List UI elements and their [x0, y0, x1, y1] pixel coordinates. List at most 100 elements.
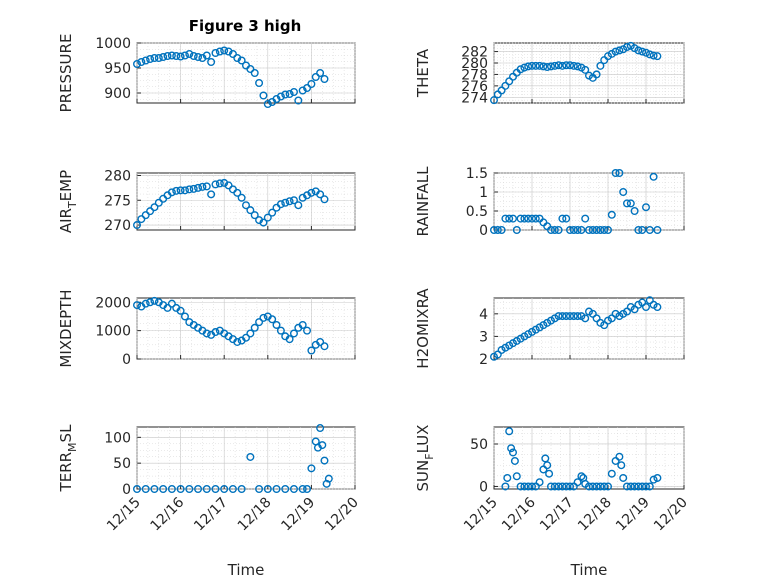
subplot-7: 0 50 100 12/15 12/16 12/17 12/18 12/19 12/20 Time… [57, 424, 362, 579]
data-point [176, 485, 185, 494]
data-point [215, 47, 224, 56]
data-point [569, 312, 578, 321]
data-point [263, 213, 272, 222]
data-point [137, 58, 146, 67]
data-point [259, 91, 268, 100]
y-tick-label: 900 [104, 86, 131, 102]
data-point [573, 312, 582, 321]
data-point [490, 225, 499, 234]
data-point [194, 183, 203, 192]
y-tick-label: 950 [104, 61, 131, 77]
data-point [289, 87, 298, 96]
data-point [263, 485, 272, 494]
data-point [167, 188, 176, 197]
data-point [588, 482, 597, 491]
data-point [263, 99, 272, 108]
data-point [154, 198, 163, 207]
data-point [623, 199, 632, 208]
x-tick-label: 12/16 [148, 494, 188, 534]
data-point [545, 469, 554, 478]
data-point [307, 464, 316, 473]
data-point [642, 303, 651, 312]
data-point [132, 221, 141, 230]
data-point [141, 56, 150, 65]
data-point [619, 473, 628, 482]
series-markers [501, 427, 662, 491]
y-tick-label: 4 [479, 307, 488, 323]
data-point [211, 485, 220, 494]
y-tick-label: 50 [113, 456, 131, 472]
data-point [653, 303, 662, 312]
data-point [550, 482, 559, 491]
data-point [569, 225, 578, 234]
data-point [268, 315, 277, 324]
data-point [307, 346, 316, 355]
data-point [194, 485, 203, 494]
y-tick-label: 2000 [95, 295, 131, 311]
data-point [497, 225, 506, 234]
data-point [638, 482, 647, 491]
y-tick-label: 3 [479, 329, 488, 345]
data-point [653, 225, 662, 234]
data-point [180, 51, 189, 60]
data-point [150, 54, 159, 63]
data-point [649, 475, 658, 484]
y-tick-label: 0 [122, 482, 131, 498]
data-point [202, 51, 211, 60]
data-point [630, 482, 639, 491]
data-point [259, 218, 268, 227]
data-point [137, 215, 146, 224]
data-point [562, 61, 571, 70]
data-point [320, 195, 329, 204]
data-point [607, 210, 616, 219]
data-point [573, 478, 582, 487]
y-tick-label: 1000 [95, 36, 131, 52]
y-axis-label: THETA [414, 48, 432, 98]
data-point [600, 482, 609, 491]
data-point [316, 68, 325, 77]
data-point [493, 225, 502, 234]
data-point [596, 61, 605, 70]
data-point [585, 225, 594, 234]
data-point [141, 299, 150, 308]
data-point [615, 46, 624, 55]
x-tick-label: 12/20 [322, 495, 362, 535]
data-point [543, 461, 552, 470]
data-point [520, 63, 529, 72]
series-markers [132, 178, 329, 230]
data-point [246, 206, 255, 215]
data-point [154, 54, 163, 63]
data-point [505, 214, 514, 223]
data-point [207, 190, 216, 199]
data-point [150, 203, 159, 212]
data-point [566, 312, 575, 321]
y-tick-label: 0 [122, 352, 131, 368]
data-point [180, 312, 189, 321]
data-point [520, 482, 529, 491]
data-point [316, 337, 325, 346]
data-point [141, 211, 150, 220]
subplot-5: 0 1000 2000 MIXDEPTH [57, 289, 356, 368]
data-point [569, 61, 578, 70]
data-point [250, 323, 259, 332]
data-point [642, 48, 651, 57]
data-point [501, 81, 510, 90]
data-point [592, 225, 601, 234]
data-point [285, 335, 294, 344]
data-point [146, 207, 155, 216]
data-point [615, 452, 624, 461]
data-point [531, 61, 540, 70]
data-point [516, 482, 525, 491]
data-point [320, 74, 329, 83]
data-point [524, 482, 533, 491]
subplot-3: 270 275 280 AIRTEMP [57, 168, 356, 234]
data-point [503, 473, 512, 482]
y-tick-label: 0 [479, 479, 488, 495]
data-point [547, 482, 556, 491]
y-tick-label: 280 [461, 56, 488, 72]
y-tick-label: 274 [461, 90, 488, 106]
data-point [592, 70, 601, 79]
data-point [289, 196, 298, 205]
